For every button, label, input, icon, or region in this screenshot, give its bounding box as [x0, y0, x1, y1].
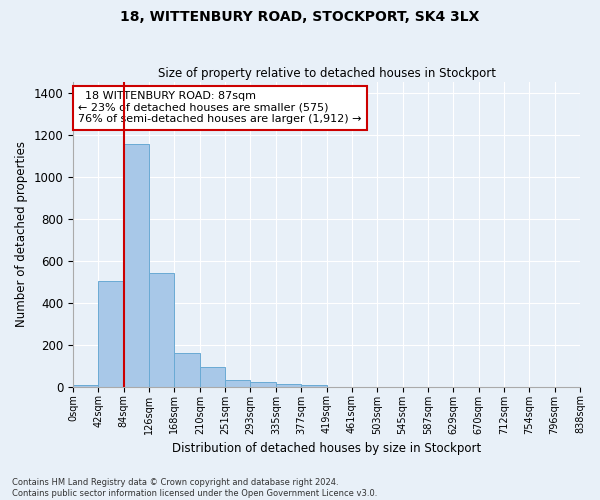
Bar: [200, 366, 225, 386]
Bar: [73, 384, 98, 386]
Bar: [149, 273, 175, 386]
Bar: [225, 380, 250, 386]
Bar: [301, 384, 326, 386]
Bar: [276, 384, 301, 386]
Text: Contains HM Land Registry data © Crown copyright and database right 2024.
Contai: Contains HM Land Registry data © Crown c…: [12, 478, 377, 498]
Text: 18 WITTENBURY ROAD: 87sqm
← 23% of detached houses are smaller (575)
76% of semi: 18 WITTENBURY ROAD: 87sqm ← 23% of detac…: [78, 91, 362, 124]
Y-axis label: Number of detached properties: Number of detached properties: [15, 142, 28, 328]
Bar: [175, 353, 200, 386]
X-axis label: Distribution of detached houses by size in Stockport: Distribution of detached houses by size …: [172, 442, 481, 455]
Bar: [98, 280, 124, 386]
Text: 18, WITTENBURY ROAD, STOCKPORT, SK4 3LX: 18, WITTENBURY ROAD, STOCKPORT, SK4 3LX: [121, 10, 479, 24]
Title: Size of property relative to detached houses in Stockport: Size of property relative to detached ho…: [158, 66, 496, 80]
Bar: [250, 382, 276, 386]
Bar: [124, 144, 149, 386]
